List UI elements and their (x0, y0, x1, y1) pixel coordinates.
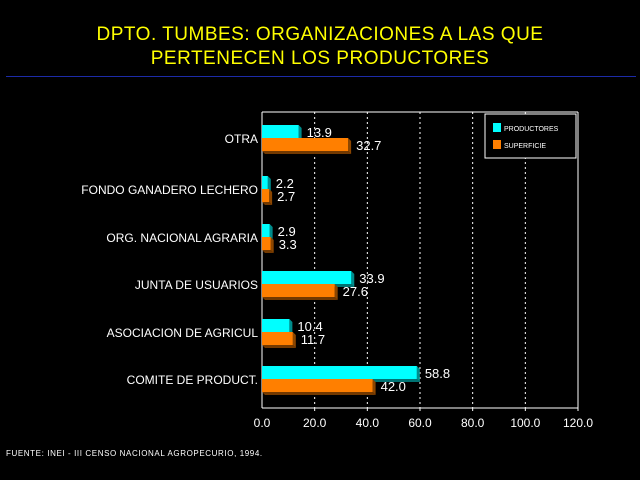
bar-productores (262, 125, 299, 138)
data-label-superficie: 3.3 (279, 237, 297, 252)
title-divider (6, 76, 636, 77)
bar-bottom-superficie (262, 297, 338, 300)
category-label: OTRA (225, 132, 258, 146)
bar-side-superficie (348, 138, 352, 154)
data-label-superficie: 27.6 (343, 284, 368, 299)
bar-bottom-superficie (262, 202, 273, 205)
bar-side-superficie (292, 332, 296, 348)
bar-side-productores (351, 271, 355, 287)
bars: 13.9 32.7 2.22.7 2.93.3 33.927.6 10.411.7 58.8… (262, 125, 450, 395)
bar-side-productores (269, 224, 273, 240)
bar-side-superficie (334, 284, 338, 300)
bar-side-productores (298, 125, 302, 141)
x-tick-label: 120.0 (563, 416, 593, 430)
bar-superficie (262, 284, 335, 297)
x-tick-label: 80.0 (461, 416, 485, 430)
bar-productores (262, 366, 417, 379)
bar-productores (262, 176, 268, 189)
bar-side-productores (416, 366, 420, 382)
data-label-superficie: 11.7 (301, 332, 325, 347)
category-label: FONDO GANADERO LECHERO (81, 183, 258, 197)
bar-side-productores (267, 176, 271, 192)
bar-superficie (262, 138, 349, 151)
data-label-productores: 10.4 (297, 319, 322, 334)
legend: PRODUCTORES SUPERFICIE (484, 113, 577, 159)
legend-box (484, 113, 577, 159)
data-label-superficie: 2.7 (277, 189, 295, 204)
bar-productores (262, 224, 270, 237)
bar-bottom-superficie (262, 151, 352, 154)
legend-label-superficie: SUPERFICIE (504, 143, 546, 150)
bar-productores (262, 319, 290, 332)
legend-label-productores: PRODUCTORES (504, 126, 559, 133)
x-tick-label: 100.0 (510, 416, 540, 430)
category-label: COMITE DE PRODUCT. (127, 373, 258, 387)
bar-superficie (262, 379, 373, 392)
category-label: ASOCIACION DE AGRICUL (107, 326, 259, 340)
data-label-productores: 13.9 (307, 125, 332, 140)
bar-side-superficie (372, 379, 376, 395)
data-label-productores: 58.8 (425, 366, 450, 381)
x-tick-label: 40.0 (356, 416, 380, 430)
bar-superficie (262, 189, 270, 202)
legend-swatch-superficie (493, 140, 501, 149)
chart-title-line-2: PERTENECEN LOS PRODUCTORES (150, 48, 490, 69)
data-label-productores: 2.9 (278, 224, 296, 239)
data-label-superficie: 42.0 (381, 379, 406, 394)
chart-title-line-1: DPTO. TUMBES: ORGANIZACIONES A LAS QUE (96, 24, 544, 45)
data-label-superficie: 32.7 (356, 138, 381, 153)
bar-side-superficie (270, 237, 274, 253)
bar-side-productores (289, 319, 293, 335)
bar-superficie (262, 332, 293, 345)
category-labels: OTRA FONDO GANADERO LECHERO ORG. NACIONAL … (81, 132, 258, 387)
bar-bottom-superficie (262, 392, 376, 395)
data-label-productores: 33.9 (359, 271, 384, 286)
legend-swatch-productores (493, 123, 501, 132)
x-tick-label: 60.0 (408, 416, 432, 430)
category-label: JUNTA DE USUARIOS (135, 278, 258, 292)
source-note: FUENTE: INEI - III CENSO NACIONAL AGROPE… (6, 449, 263, 458)
data-label-productores: 2.2 (276, 176, 294, 191)
category-label: ORG. NACIONAL AGRARIA (106, 231, 258, 245)
bar-bottom-superficie (262, 345, 296, 348)
x-tick-labels: 0.0 20.0 40.0 60.0 80.0 100.0 120.0 (254, 416, 594, 430)
bar-bottom-superficie (262, 250, 274, 253)
plot-axes (261, 111, 579, 409)
bar-superficie (262, 237, 271, 250)
x-tick-label: 20.0 (303, 416, 327, 430)
bar-productores (262, 271, 352, 284)
bar-side-superficie (269, 189, 273, 205)
x-tick-label: 0.0 (254, 416, 271, 430)
